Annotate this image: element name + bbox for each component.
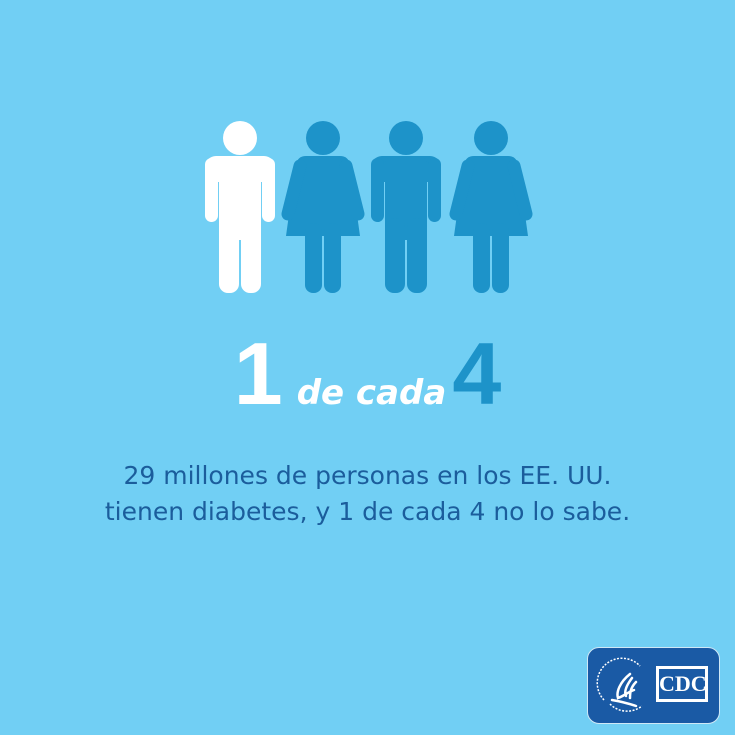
- woman-figure: [449, 121, 533, 293]
- people-figures: [205, 121, 533, 293]
- headline-number-one: 1: [233, 324, 283, 423]
- headline-ratio: 1 de cada4: [0, 330, 735, 418]
- hhs-eagle-seal-icon: [596, 657, 643, 712]
- man-figure-highlighted: [205, 121, 275, 293]
- man-figure: [371, 121, 441, 293]
- cdc-logo: CDC: [656, 666, 708, 702]
- hhs-cdc-logo: CDC: [587, 647, 720, 724]
- body-line-1: 29 millones de personas en los EE. UU.: [123, 461, 612, 490]
- headline-connector: de cada: [296, 373, 447, 413]
- headline-number-four: 4: [452, 324, 502, 423]
- woman-figure: [281, 121, 365, 293]
- body-line-2: tienen diabetes, y 1 de cada 4 no lo sab…: [104, 497, 631, 526]
- body-text: 29 millones de personas en los EE. UU. t…: [0, 458, 735, 530]
